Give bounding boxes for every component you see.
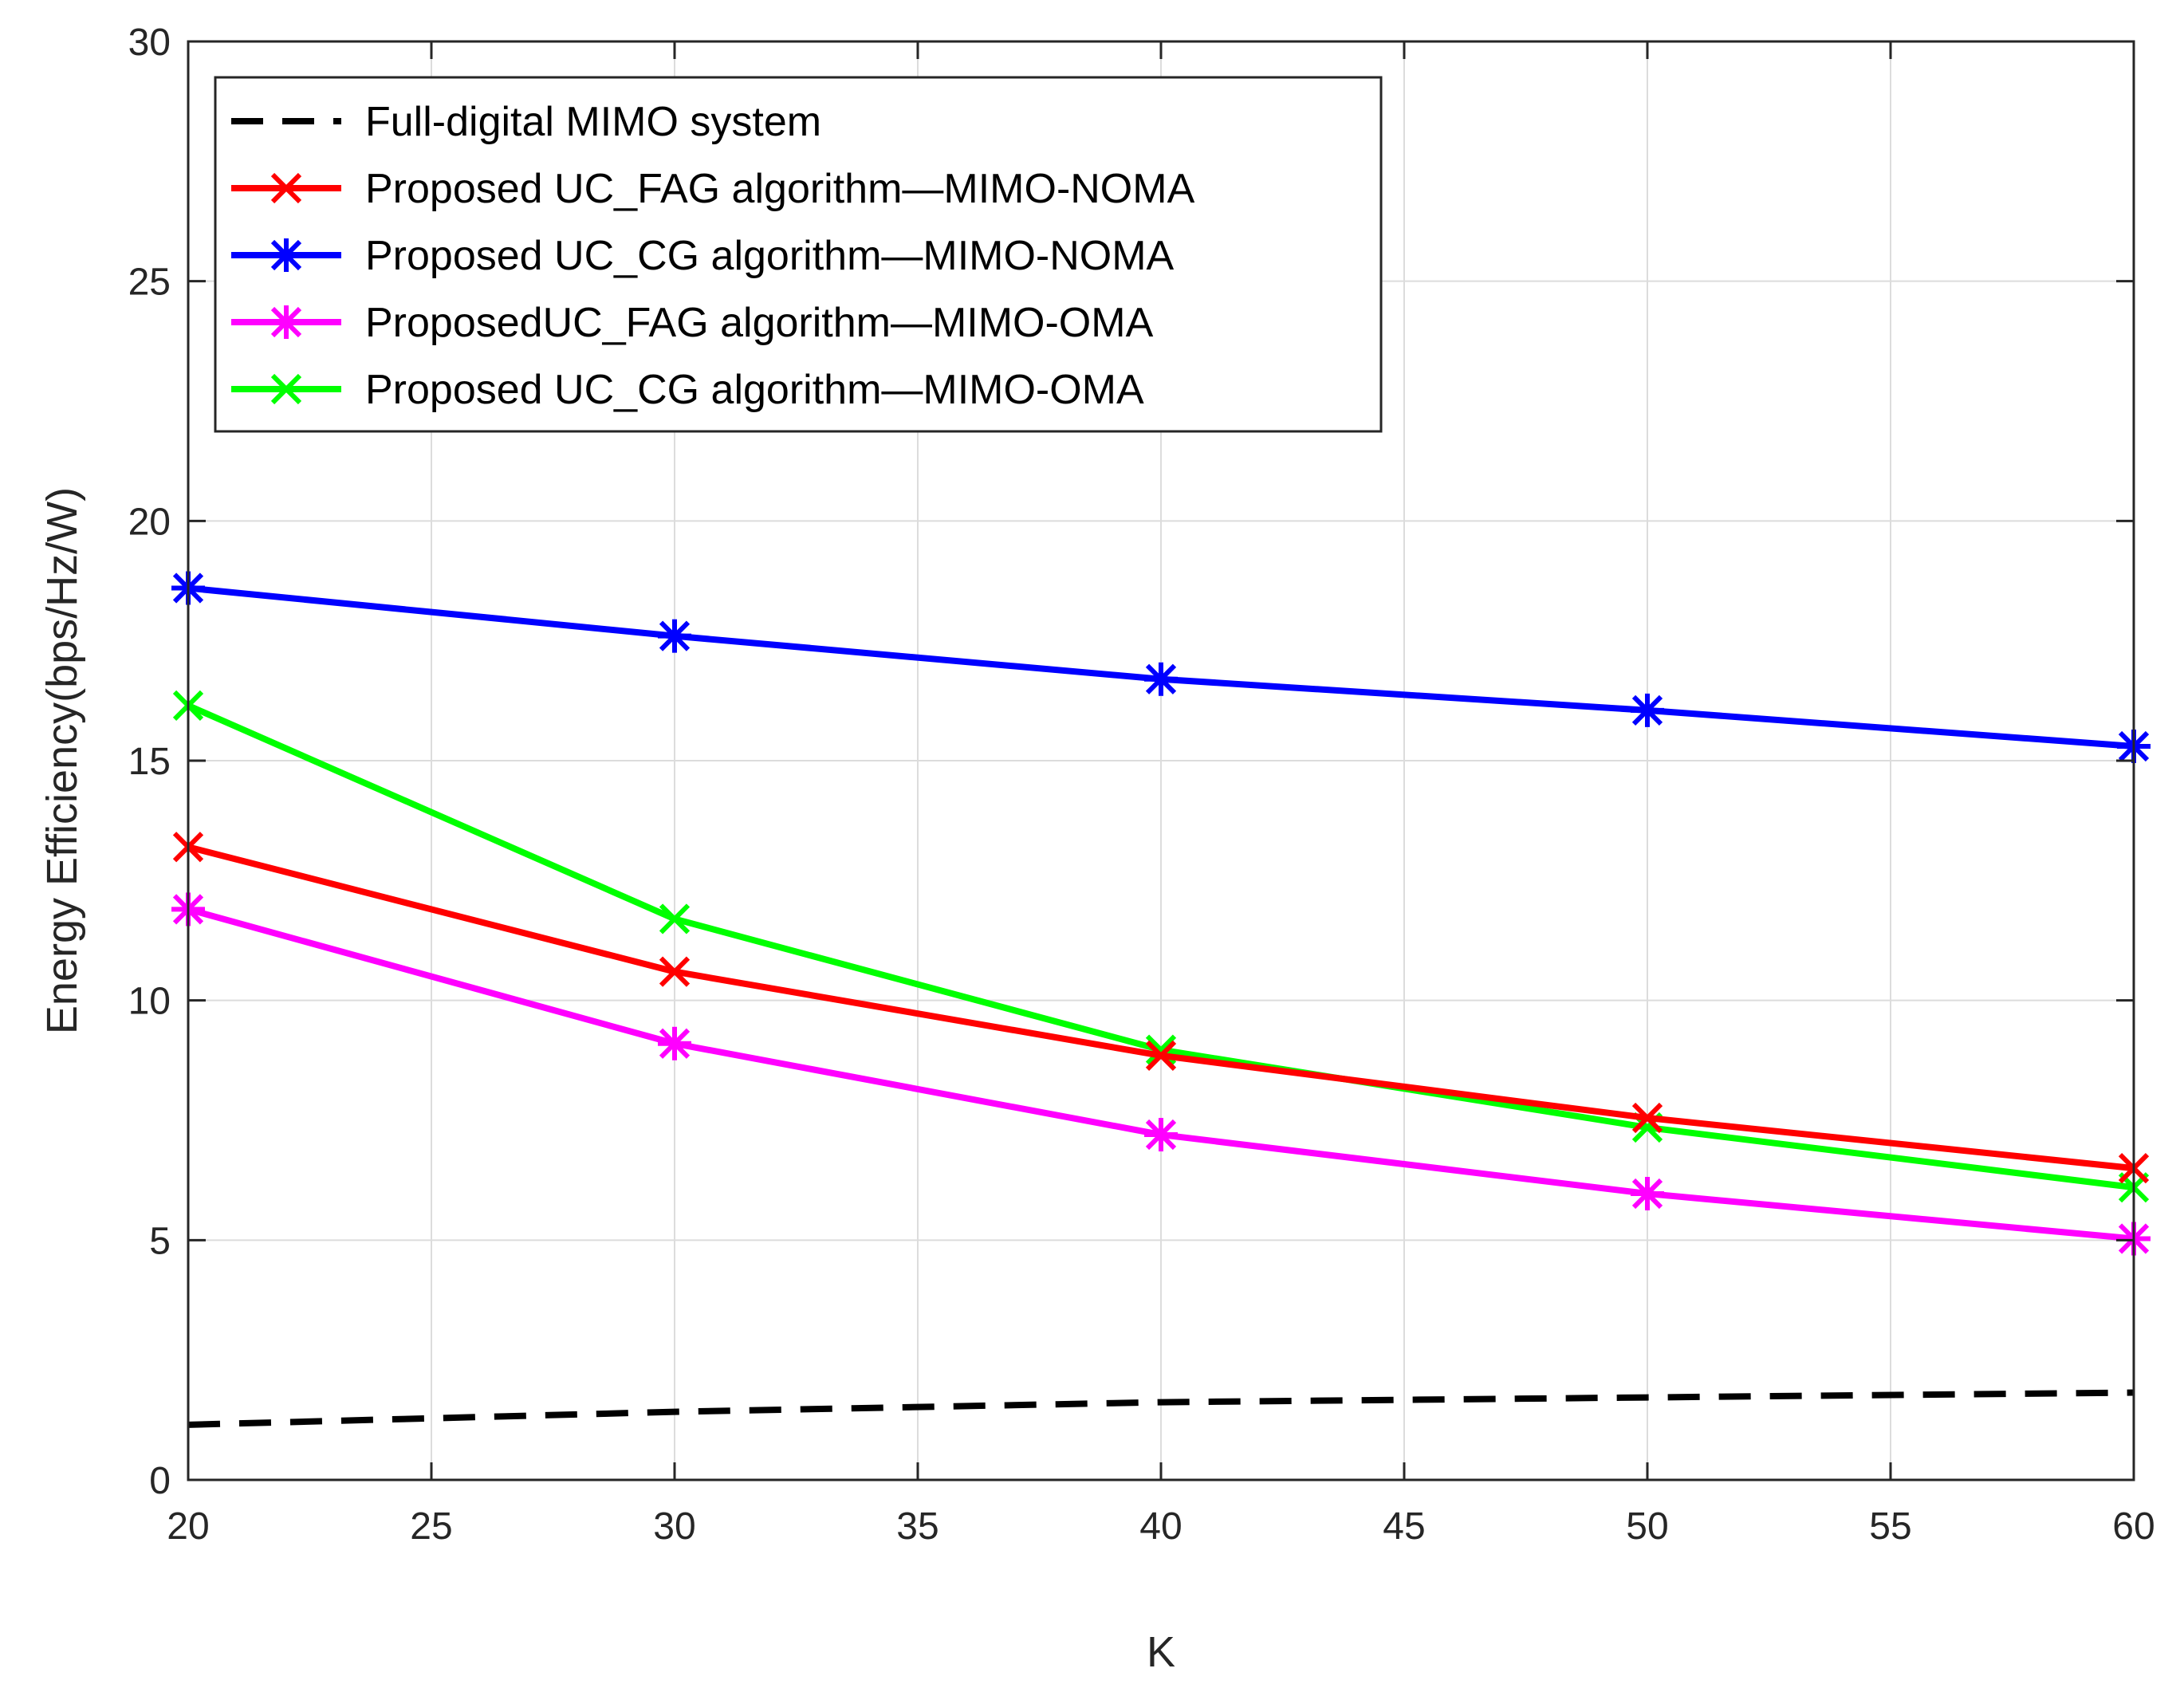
x-tick-label: 45: [1383, 1505, 1425, 1548]
y-tick-label: 20: [128, 501, 171, 543]
y-axis-title: Energy Efficiency(bps/Hz/W): [38, 487, 86, 1034]
marker-stroke: [270, 373, 302, 405]
series-3-point: [658, 1026, 691, 1060]
x-tick-label: 35: [896, 1505, 939, 1548]
legend-label-3: ProposedUC_FAG algorithm—MIMO-OMA: [365, 300, 1154, 346]
marker-stroke: [1145, 1034, 1177, 1065]
series-layer: [171, 571, 2151, 1428]
series-4-point: [659, 903, 691, 934]
y-tick-label: 5: [149, 1220, 171, 1262]
marker-stroke: [270, 172, 302, 204]
legend-marker-3: [270, 305, 303, 339]
legend-label-1: Proposed UC_FAG algorithm—MIMO-NOMA: [365, 166, 1195, 212]
y-tick-label: 10: [128, 981, 171, 1023]
y-tick-label: 30: [128, 22, 171, 64]
y-tick-label: 15: [128, 741, 171, 783]
x-tick-label: 25: [410, 1505, 452, 1548]
x-tick-label: 60: [2112, 1505, 2154, 1548]
y-tick-label: 0: [149, 1460, 171, 1502]
legend-label-2: Proposed UC_CG algorithm—MIMO-NOMA: [365, 233, 1175, 279]
legend-marker-1: [270, 172, 302, 204]
series-line-0: [187, 1389, 2135, 1428]
x-axis-title: K: [1147, 1628, 1175, 1676]
series-1-point: [659, 956, 691, 987]
series-1-point: [1145, 1040, 1177, 1071]
marker-stroke: [1631, 1102, 1663, 1134]
series-2-point: [658, 619, 691, 653]
legend-marker-4: [270, 373, 302, 405]
series-3-point: [1144, 1118, 1178, 1152]
x-tick-label: 30: [653, 1505, 695, 1548]
x-tick-label: 50: [1626, 1505, 1668, 1548]
ticks: 20 25 30 35 40 45 50 55 60 0 5 10 15 20 25 30: [128, 22, 2155, 1548]
series-2-point: [1144, 662, 1178, 696]
x-tick-label: 55: [1869, 1505, 1911, 1548]
y-tick-label: 25: [128, 262, 171, 304]
legend-label-4: Proposed UC_CG algorithm—MIMO-OMA: [365, 367, 1144, 413]
legend-box: [214, 76, 1383, 433]
x-tick-label: 40: [1139, 1505, 1182, 1548]
legend: Full-digital MIMO system Proposed UC_FAG …: [214, 76, 1383, 433]
series-2-point: [1631, 693, 1664, 727]
series-3-point: [1631, 1177, 1664, 1211]
marker-stroke: [659, 956, 691, 987]
legend-marker-2: [270, 238, 303, 272]
marker-stroke: [659, 903, 691, 934]
marker-stroke: [1145, 1040, 1177, 1071]
legend-label-0: Full-digital MIMO system: [365, 99, 821, 145]
x-tick-label: 20: [167, 1505, 209, 1548]
series-1-point: [1631, 1102, 1663, 1134]
